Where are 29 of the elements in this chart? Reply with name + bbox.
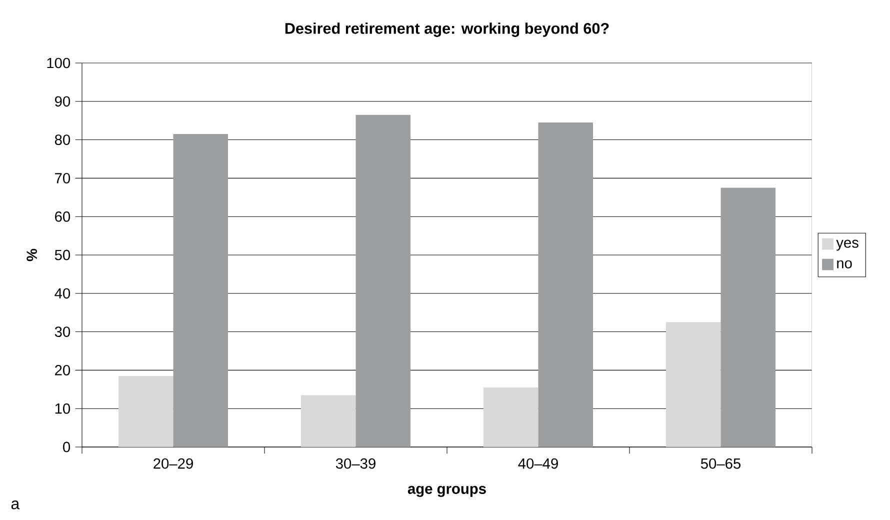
y-axis-title: % <box>26 248 37 262</box>
legend-label: no <box>837 260 852 268</box>
y-tick-label: 60 <box>55 211 70 222</box>
bar <box>720 188 776 447</box>
legend-label: yes <box>836 240 858 251</box>
y-tick-label: 10 <box>55 403 70 414</box>
x-tick-label: 50–65 <box>700 458 740 469</box>
y-tick-label: 80 <box>54 134 70 145</box>
bar <box>666 322 721 447</box>
y-tick-label: 40 <box>54 288 70 299</box>
x-tick-label: 20–29 <box>154 458 193 469</box>
y-tick-label: 20 <box>55 365 70 376</box>
y-tick-label: 0 <box>63 442 70 452</box>
x-tick-label: 40–49 <box>518 458 558 469</box>
y-tick-label: 100 <box>47 58 70 68</box>
x-tick-label: 30–39 <box>336 458 376 469</box>
y-tick-label: 70 <box>55 173 70 184</box>
bar <box>118 376 174 447</box>
text: a <box>11 500 20 510</box>
y-tick-label: 50 <box>54 250 70 260</box>
bar <box>484 387 538 447</box>
x-axis-title: age groups <box>408 486 486 497</box>
chart-title: Desired retirement age: working beyond 60? <box>285 22 609 37</box>
bar <box>173 134 228 447</box>
bar <box>356 114 410 447</box>
bar <box>538 122 593 447</box>
y-tick-label: 90 <box>55 96 70 107</box>
bar <box>301 395 356 447</box>
y-tick-label: 30 <box>54 326 70 337</box>
